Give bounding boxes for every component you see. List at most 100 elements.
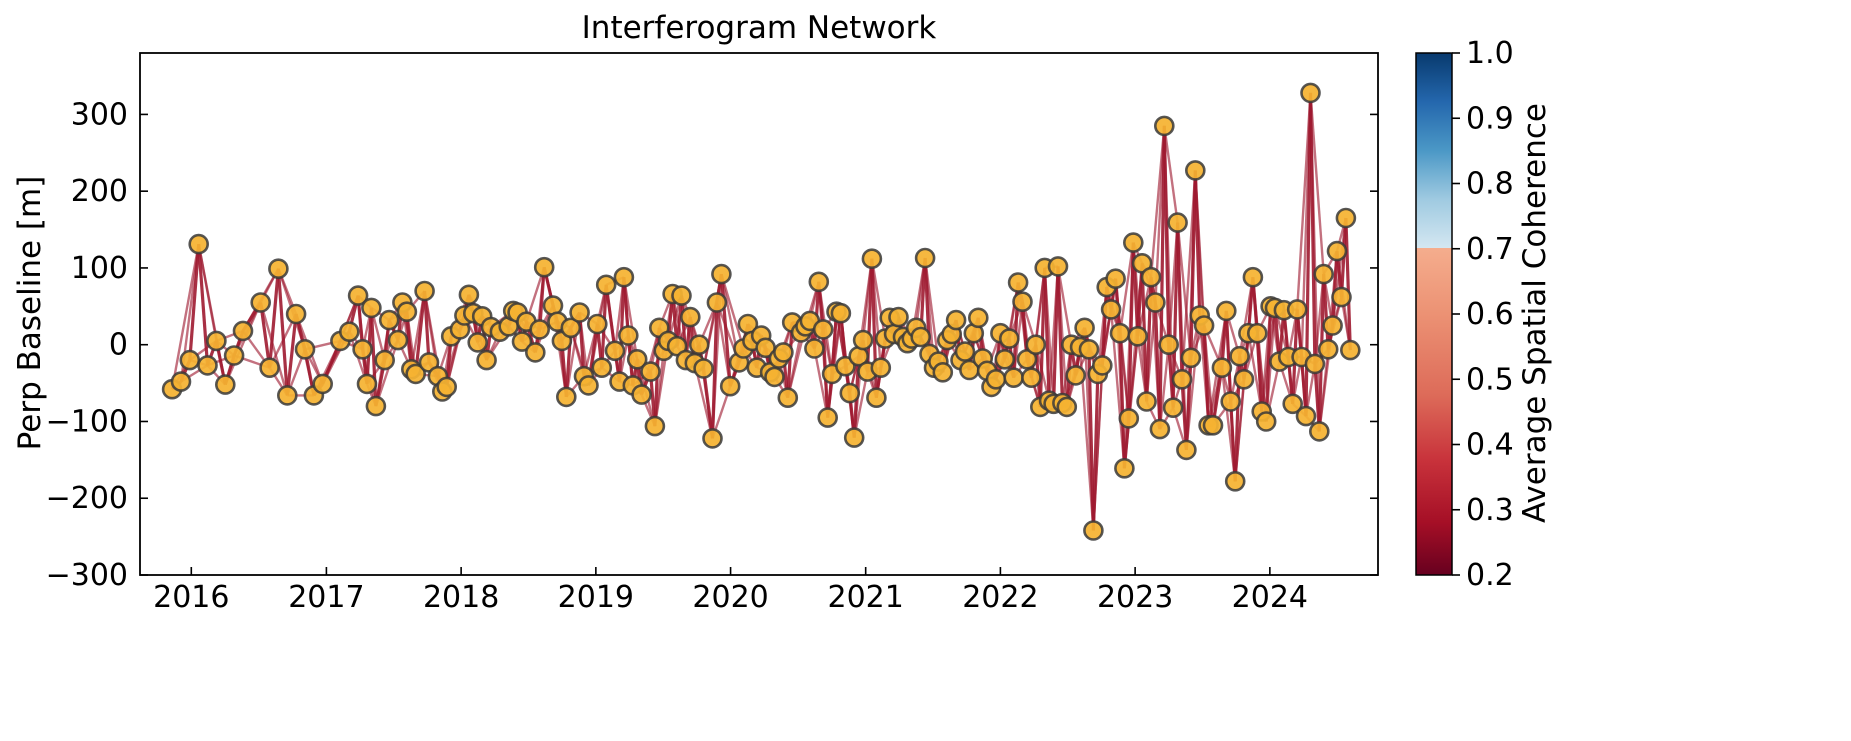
x-tick-label: 2020 (692, 580, 768, 615)
colorbar: 1.0 0.9 0.8 0.7 0.6 0.5 0.4 0.3 0.2 Average Spat… (1415, 36, 1553, 593)
acquisition-point (706, 292, 728, 313)
acquisition-point (414, 280, 435, 302)
acquisition-point (613, 266, 635, 288)
x-tick-label: 2018 (423, 580, 499, 615)
acquisition-point (1065, 365, 1086, 386)
acquisition-point (405, 363, 427, 385)
acquisition-point (617, 325, 639, 346)
network-edge (1189, 170, 1197, 358)
acquisition-point (1007, 272, 1029, 293)
acquisition-point (870, 357, 892, 379)
acquisition-point (804, 338, 825, 359)
colorbar-upper (1416, 53, 1452, 248)
acquisition-point (338, 321, 360, 343)
acquisition-point (569, 302, 590, 323)
acquisition-point (830, 302, 852, 324)
network-edge (538, 267, 546, 330)
network-edge (268, 268, 280, 368)
colorbar-tick-label: 0.6 (1466, 297, 1514, 332)
acquisition-point (1300, 82, 1321, 104)
acquisition-point (945, 309, 967, 331)
acquisition-point (511, 331, 533, 352)
acquisition-point (1003, 367, 1025, 389)
acquisition-point (688, 334, 710, 356)
y-tick-label: 0 (109, 328, 128, 363)
network-edge (1176, 222, 1193, 358)
acquisition-point (1185, 160, 1206, 181)
y-tick-label: −100 (46, 404, 128, 439)
acquisition-point (1171, 368, 1193, 390)
acquisition-point (671, 285, 692, 306)
acquisition-point (773, 342, 794, 363)
acquisition-point (1025, 334, 1047, 356)
acquisition-point (1247, 322, 1268, 344)
plot-frame (139, 52, 1379, 576)
acquisition-point (188, 233, 209, 255)
x-axis: 2016 2017 2018 2019 2020 2021 2022 2023 2024 (153, 567, 1308, 615)
colorbar-lower (1416, 248, 1452, 575)
acquisition-point (206, 330, 227, 352)
acquisition-point (1118, 408, 1140, 429)
acquisition-point (1123, 232, 1144, 253)
acquisition-point (985, 368, 1007, 390)
network-edge (719, 273, 732, 387)
acquisition-point (179, 349, 201, 371)
chart-title: Interferogram Network (582, 10, 937, 46)
acquisition-point (1216, 300, 1237, 322)
acquisition-point (998, 328, 1020, 349)
acquisition-point (812, 319, 834, 340)
acquisition-point (259, 357, 280, 379)
acquisition-point (1158, 334, 1179, 356)
network-edge (702, 368, 715, 439)
network-edge (1322, 274, 1330, 350)
network-edge (870, 258, 882, 368)
acquisition-point (1149, 418, 1171, 440)
acquisition-point (365, 395, 387, 417)
y-axis-label: Perp Baseline [m] (12, 176, 48, 451)
acquisition-point (1021, 367, 1042, 389)
acquisition-point (1162, 397, 1184, 419)
acquisition-point (312, 373, 334, 395)
acquisition-point (817, 407, 839, 428)
network-edge (1185, 315, 1201, 451)
network-edges (170, 92, 1352, 531)
network-edge (923, 257, 940, 362)
plot-area (161, 82, 1361, 541)
acquisition-point (1167, 212, 1188, 233)
acquisition-point (1326, 240, 1348, 262)
acquisition-point (1229, 345, 1250, 367)
network-edge (414, 290, 427, 375)
acquisition-point (529, 319, 551, 340)
acquisition-point (1109, 322, 1131, 344)
acquisition-point (1242, 266, 1264, 288)
acquisition-point (387, 329, 409, 351)
acquisition-point (378, 309, 400, 331)
acquisition-point (1016, 348, 1038, 370)
acquisition-point (1224, 470, 1246, 492)
y-tick-label: −300 (46, 558, 128, 593)
acquisition-point (1127, 325, 1148, 347)
x-tick-label: 2017 (288, 580, 364, 615)
acquisition-point (1340, 339, 1361, 361)
network-edge (622, 277, 639, 360)
acquisition-point (1140, 266, 1162, 288)
acquisition-point (1309, 421, 1330, 442)
network-edge (853, 371, 869, 438)
acquisition-point (250, 292, 272, 313)
acquisition-point (1176, 439, 1197, 461)
network-edge (1163, 125, 1179, 223)
acquisition-point (294, 338, 316, 360)
acquisition-point (1255, 411, 1277, 432)
y-tick-label: 100 (71, 251, 128, 286)
acquisition-points (161, 82, 1361, 541)
acquisition-point (560, 317, 582, 339)
network-edge (1056, 266, 1073, 345)
acquisition-point (1154, 115, 1175, 137)
acquisition-point (347, 285, 369, 306)
acquisition-point (914, 247, 936, 269)
acquisition-point (764, 366, 785, 388)
acquisition-point (276, 385, 298, 406)
acquisition-point (954, 341, 976, 362)
acquisition-point (1180, 347, 1202, 369)
